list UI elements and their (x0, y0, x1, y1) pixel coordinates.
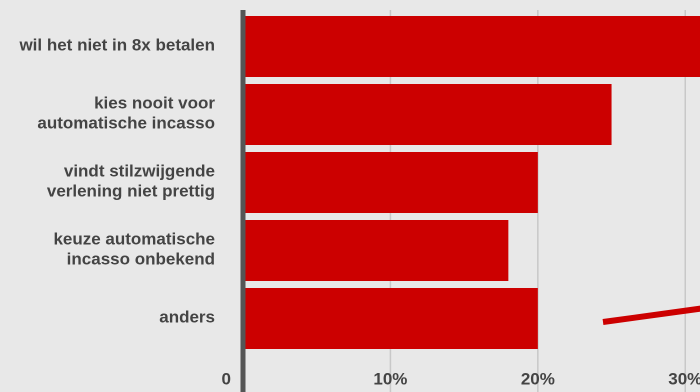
bar (245, 288, 538, 349)
x-tick-label: 10% (373, 369, 407, 388)
x-tick-label: 0 (222, 369, 231, 388)
y-tick-label: keuze automatische incasso onbekend (53, 230, 215, 269)
bar (245, 152, 538, 213)
y-tick-label-line: kies nooit voor (94, 94, 215, 113)
y-tick-label-line: vindt stilzwijgende (64, 162, 215, 181)
y-tick-label: vindt stilzwijgende verlening niet pretti… (47, 162, 215, 201)
y-tick-label-line: verlening niet prettig (47, 182, 215, 201)
y-tick-label-line: wil het niet in 8x betalen (18, 36, 215, 55)
y-tick-label: wil het niet in 8x betalen (18, 36, 215, 55)
x-tick-label: 30% (668, 369, 700, 388)
decoration-line (602, 305, 700, 325)
y-tick-label-line: incasso onbekend (67, 250, 215, 269)
bar (245, 84, 612, 145)
y-tick-label-line: keuze automatische (53, 230, 215, 249)
bar (245, 16, 700, 77)
bar (245, 220, 509, 281)
y-tick-label: anders (159, 308, 215, 327)
y-tick-label-line: anders (159, 308, 215, 327)
x-tick-label: 20% (521, 369, 555, 388)
y-tick-label: kies nooit voor automatische incasso (37, 94, 215, 133)
y-tick-label-line: automatische incasso (37, 114, 215, 133)
